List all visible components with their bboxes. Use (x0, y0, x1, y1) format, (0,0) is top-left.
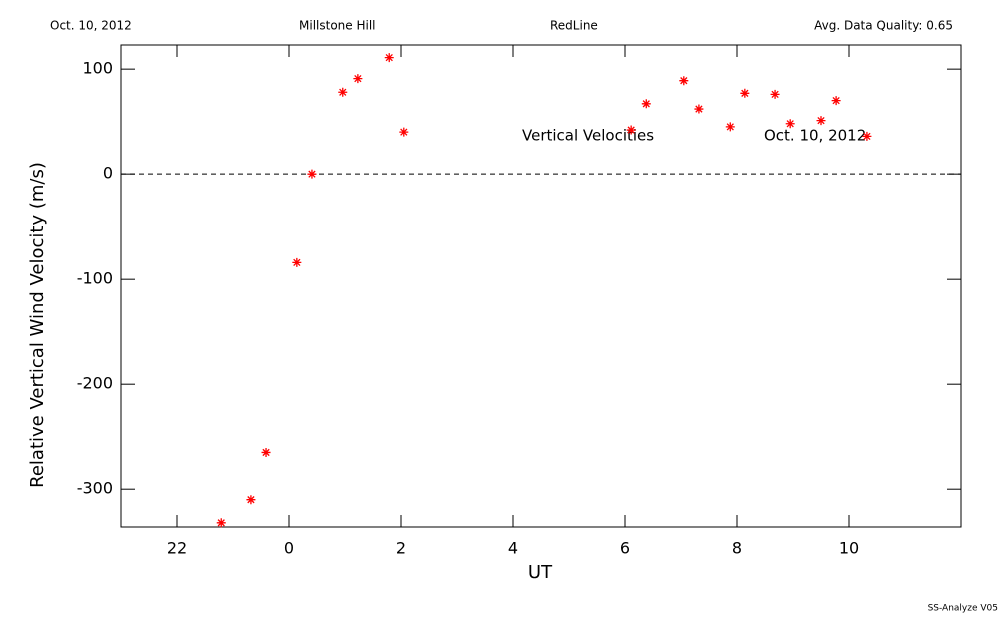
y-tick-label: 100 (82, 59, 113, 78)
x-tick-label: 22 (167, 539, 187, 558)
data-point (862, 131, 872, 141)
x-tick-label: 8 (732, 539, 742, 558)
data-point (384, 53, 394, 63)
x-tick-label: 0 (284, 539, 294, 558)
data-point (307, 169, 317, 179)
header-quality: Avg. Data Quality: 0.65 (814, 19, 953, 33)
data-point (831, 96, 841, 106)
header-site: Millstone Hill (299, 19, 375, 33)
data-point (246, 495, 256, 505)
x-tick-label: 4 (508, 539, 518, 558)
data-point (770, 89, 780, 99)
data-point (816, 116, 826, 126)
annotation: Vertical Velocities (522, 127, 654, 145)
data-point (725, 122, 735, 132)
data-point (338, 87, 348, 97)
data-point (785, 119, 795, 129)
plot-frame (120, 44, 962, 528)
data-point (626, 125, 636, 135)
x-axis-label: UT (528, 562, 553, 583)
y-tick-label: -300 (77, 479, 113, 498)
data-point (216, 518, 226, 528)
header-date: Oct. 10, 2012 (50, 19, 132, 33)
data-point (261, 447, 271, 457)
y-axis-label: Relative Vertical Wind Velocity (m/s) (27, 162, 48, 488)
data-point (399, 127, 409, 137)
footer: SS-Analyze V05 (928, 604, 998, 614)
x-tick-label: 6 (620, 539, 630, 558)
annotation: Oct. 10, 2012 (764, 127, 866, 145)
data-point (694, 104, 704, 114)
data-point (641, 99, 651, 109)
data-point (292, 257, 302, 267)
y-tick-label: 0 (103, 164, 113, 183)
y-tick-label: -100 (77, 269, 113, 288)
x-tick-label: 10 (839, 539, 859, 558)
header-line: RedLine (550, 19, 598, 33)
y-tick-label: -200 (77, 374, 113, 393)
data-point (740, 88, 750, 98)
x-tick-label: 2 (396, 539, 406, 558)
data-point (353, 74, 363, 84)
data-point (679, 76, 689, 86)
